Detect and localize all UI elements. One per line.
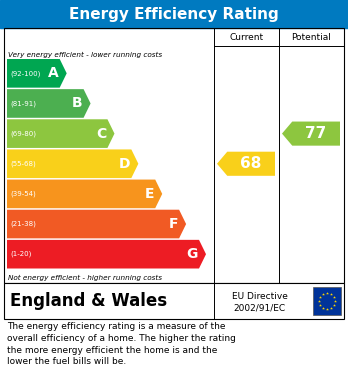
Text: C: C bbox=[96, 127, 106, 141]
Text: (1-20): (1-20) bbox=[10, 251, 31, 257]
Text: A: A bbox=[48, 66, 59, 80]
Bar bbox=[4, 283, 344, 319]
Polygon shape bbox=[7, 149, 139, 178]
Bar bbox=[4, 28, 344, 283]
Polygon shape bbox=[7, 179, 162, 208]
Text: G: G bbox=[187, 247, 198, 261]
Text: Current: Current bbox=[229, 32, 263, 41]
Text: 77: 77 bbox=[306, 126, 327, 141]
Polygon shape bbox=[7, 59, 67, 88]
Polygon shape bbox=[217, 152, 275, 176]
Text: E: E bbox=[145, 187, 154, 201]
Text: Potential: Potential bbox=[292, 32, 331, 41]
Text: (92-100): (92-100) bbox=[10, 70, 40, 77]
Polygon shape bbox=[282, 122, 340, 146]
Bar bbox=[0, 0, 348, 28]
Bar bbox=[313, 287, 341, 315]
Text: F: F bbox=[168, 217, 178, 231]
Polygon shape bbox=[7, 119, 114, 148]
Text: Not energy efficient - higher running costs: Not energy efficient - higher running co… bbox=[8, 275, 162, 281]
Text: (21-38): (21-38) bbox=[10, 221, 36, 227]
Text: The energy efficiency rating is a measure of the
overall efficiency of a home. T: The energy efficiency rating is a measur… bbox=[7, 322, 236, 366]
Text: (39-54): (39-54) bbox=[10, 191, 36, 197]
Polygon shape bbox=[7, 240, 206, 269]
Text: 68: 68 bbox=[240, 156, 262, 171]
Text: Energy Efficiency Rating: Energy Efficiency Rating bbox=[69, 7, 279, 22]
Text: 2002/91/EC: 2002/91/EC bbox=[234, 304, 286, 313]
Text: (81-91): (81-91) bbox=[10, 100, 36, 107]
Text: B: B bbox=[72, 97, 82, 111]
Text: England & Wales: England & Wales bbox=[10, 292, 167, 310]
Text: (55-68): (55-68) bbox=[10, 160, 36, 167]
Text: (69-80): (69-80) bbox=[10, 130, 36, 137]
Polygon shape bbox=[7, 210, 186, 239]
Text: EU Directive: EU Directive bbox=[231, 292, 287, 301]
Text: D: D bbox=[119, 157, 130, 171]
Polygon shape bbox=[7, 89, 90, 118]
Text: Very energy efficient - lower running costs: Very energy efficient - lower running co… bbox=[8, 52, 162, 58]
